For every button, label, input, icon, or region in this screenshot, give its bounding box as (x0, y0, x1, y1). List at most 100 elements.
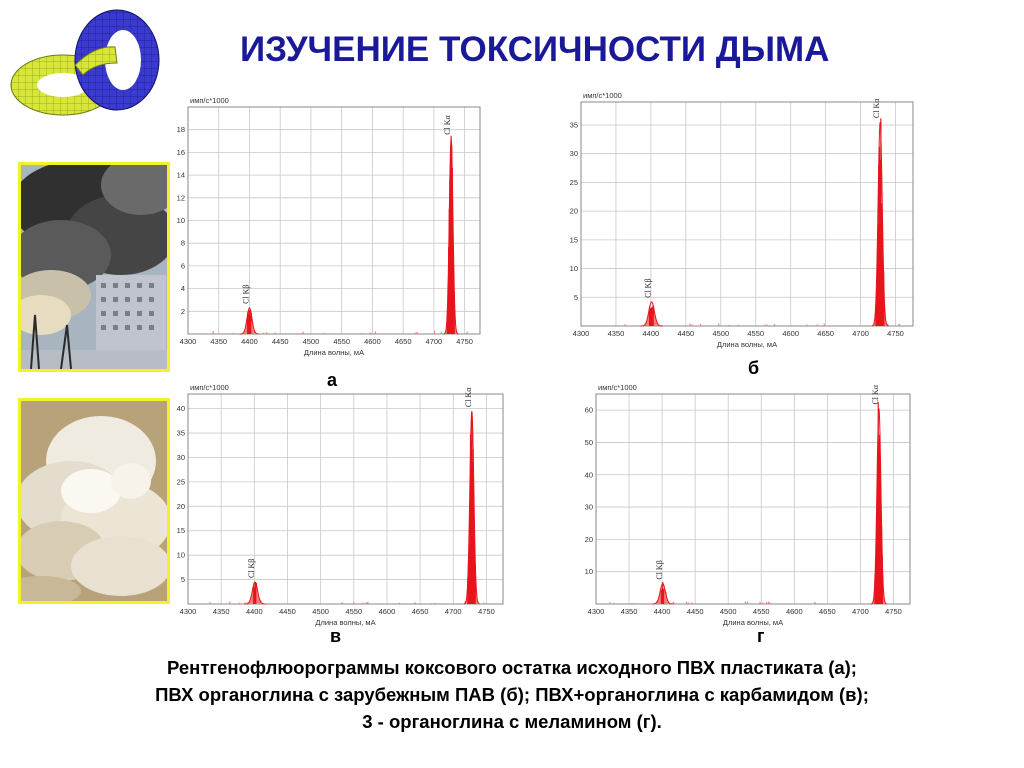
y-tick-label: 40 (177, 404, 185, 413)
x-tick-label: 4300 (180, 337, 197, 346)
y-tick-label: 2 (181, 307, 185, 316)
spectrum-chart-c: имп/с*1000 4300 4350 4400 4450 4500 4550 4600 46… (177, 383, 504, 627)
x-tick-label: 4500 (712, 329, 729, 338)
y-tick-label: 20 (585, 535, 593, 544)
interlocked-torus-logo-icon (10, 9, 160, 116)
x-tick-label: 4600 (786, 607, 803, 616)
spectrum-series (624, 118, 901, 327)
peak-label: Cl Kβ (655, 560, 664, 579)
x-tick-label: 4700 (852, 329, 869, 338)
plot-frame (187, 393, 504, 605)
spectrum-chart-b: имп/с*1000 4300 4350 4400 4450 4500 4550 4600 46… (570, 91, 914, 349)
y-tick-label: 15 (177, 526, 185, 535)
y-tick-label: 4 (181, 284, 185, 293)
panel-label-b: б (748, 358, 760, 378)
x-tick-label: 4550 (753, 607, 770, 616)
peak-label: Cl Kβ (241, 284, 250, 303)
x-tick-label: 4550 (333, 337, 350, 346)
x-tick-label: 4300 (588, 607, 605, 616)
x-tick-label: 4400 (643, 329, 660, 338)
y-tick-label: 5 (181, 575, 185, 584)
y-tick-label: 8 (181, 239, 185, 248)
y-tick-label: 10 (177, 216, 185, 225)
spectrum-series (212, 135, 468, 335)
panel-label-c: в (330, 626, 342, 646)
x-tick-label: 4300 (180, 607, 197, 616)
y-tick-label: 18 (177, 125, 185, 134)
x-tick-label: 4350 (210, 337, 227, 346)
caption-line-1: Рентгенофлюорограммы коксового остатка и… (167, 657, 857, 678)
plot-frame (580, 101, 914, 327)
panel-label-a: а (327, 370, 338, 390)
peak-envelope (244, 581, 266, 605)
x-tick-label: 4350 (621, 607, 638, 616)
x-tick-label: 4700 (426, 337, 443, 346)
x-tick-label: 4300 (573, 329, 590, 338)
x-tick-label: 4450 (272, 337, 289, 346)
x-tick-label: 4750 (456, 337, 473, 346)
x-tick-label: 4750 (885, 607, 902, 616)
y-tick-label: 25 (177, 477, 185, 486)
y-tick-label: 16 (177, 148, 185, 157)
peak-label: Cl Kα (872, 98, 881, 118)
peak-envelope (652, 583, 674, 605)
y-tick-label: 35 (570, 120, 578, 129)
y-unit-label: имп/с*1000 (190, 96, 229, 105)
x-tick-label: 4350 (213, 607, 230, 616)
x-axis-label: Длина волны, мА (315, 618, 375, 627)
y-tick-label: 30 (585, 503, 593, 512)
x-tick-label: 4550 (345, 607, 362, 616)
page-title: ИЗУЧЕНИЕ ТОКСИЧНОСТИ ДЫМА (240, 30, 830, 69)
y-unit-label: имп/с*1000 (190, 383, 229, 392)
y-tick-label: 10 (177, 551, 185, 560)
x-tick-label: 4650 (819, 607, 836, 616)
y-tick-label: 30 (570, 149, 578, 158)
peak-label: Cl Kα (871, 384, 880, 404)
x-tick-label: 4400 (246, 607, 263, 616)
peak-label: Cl Kβ (644, 278, 653, 297)
y-tick-label: 40 (585, 470, 593, 479)
peak-envelope (640, 301, 663, 327)
x-tick-label: 4450 (677, 329, 694, 338)
x-tick-label: 4550 (747, 329, 764, 338)
spectrum-series (209, 411, 485, 605)
x-tick-label: 4400 (654, 607, 671, 616)
x-tick-label: 4650 (395, 337, 412, 346)
x-axis-label: Длина волны, мА (723, 618, 783, 627)
y-tick-label: 25 (570, 178, 578, 187)
y-tick-label: 10 (585, 567, 593, 576)
y-tick-label: 35 (177, 429, 185, 438)
x-tick-label: 4500 (312, 607, 329, 616)
x-tick-label: 4500 (720, 607, 737, 616)
x-axis-label: Длина волны, мА (304, 348, 364, 357)
y-tick-label: 6 (181, 261, 185, 270)
y-tick-label: 10 (570, 264, 578, 273)
y-tick-label: 20 (177, 502, 185, 511)
peak-label: Cl Kα (464, 387, 473, 407)
y-unit-label: имп/с*1000 (583, 91, 622, 100)
x-tick-label: 4650 (412, 607, 429, 616)
y-tick-label: 15 (570, 235, 578, 244)
y-tick-label: 30 (177, 453, 185, 462)
caption-line-3: 3 - органоглина с меламином (г). (362, 711, 662, 732)
figure-caption: Рентгенофлюорограммы коксового остатка и… (40, 654, 984, 735)
x-tick-label: 4700 (445, 607, 462, 616)
plot-frame (595, 393, 911, 605)
x-tick-label: 4450 (687, 607, 704, 616)
plot-frame (187, 106, 481, 335)
x-tick-label: 4600 (364, 337, 381, 346)
peak-envelope (463, 411, 480, 605)
x-axis-label: Длина волны, мА (717, 340, 777, 349)
x-tick-label: 4650 (817, 329, 834, 338)
x-tick-label: 4450 (279, 607, 296, 616)
x-tick-label: 4350 (608, 329, 625, 338)
spectrum-series (609, 402, 887, 605)
peak-label: Cl Kα (443, 114, 452, 134)
x-tick-label: 4600 (782, 329, 799, 338)
peak-label: Cl Kβ (247, 559, 256, 578)
dark-smoke-photo (18, 162, 170, 372)
y-tick-label: 20 (570, 207, 578, 216)
y-tick-label: 12 (177, 193, 185, 202)
panel-label-d: г (757, 626, 765, 646)
